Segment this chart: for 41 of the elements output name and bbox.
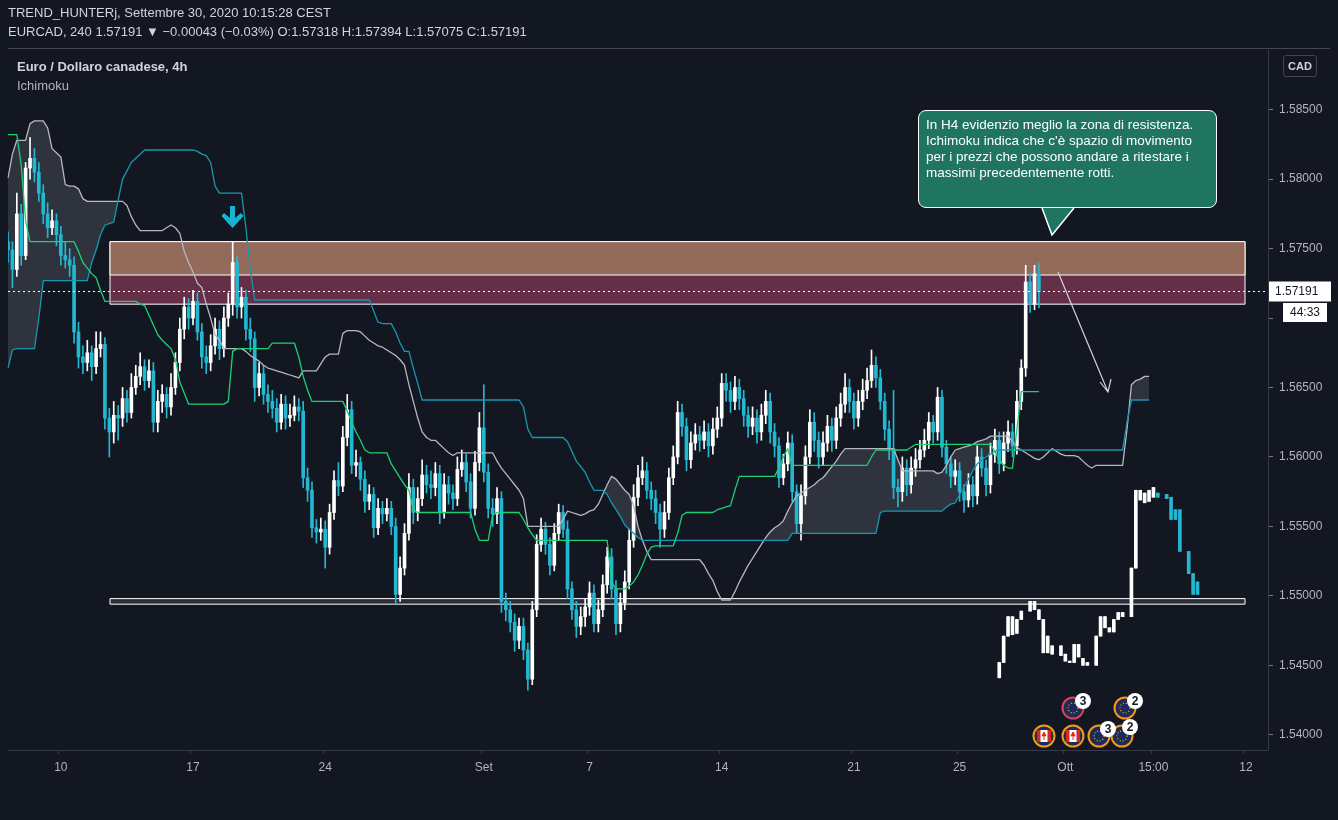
- annotation: Ichimoku: [17, 78, 70, 93]
- candlestick: [28, 137, 32, 180]
- chart-title: TREND_HUNTERj, Settembre 30, 2020 10:15:28 CEST: [8, 5, 331, 20]
- candlestick: [81, 345, 85, 374]
- x-tick-label: 7: [586, 759, 594, 774]
- x-tick-label: 15:00: [1138, 759, 1169, 774]
- candlestick: [288, 403, 292, 427]
- annotation: 3: [1075, 693, 1091, 709]
- candlestick: [953, 459, 958, 486]
- x-tick-label: 25: [952, 759, 967, 774]
- x-tick-label: 24: [318, 759, 333, 774]
- y-tick-label: 1.57500: [1279, 240, 1323, 255]
- candlestick: [451, 484, 455, 511]
- x-tick-label: 17: [186, 759, 201, 774]
- annotation: 3: [1100, 721, 1116, 737]
- y-tick-label: 1.56500: [1279, 379, 1323, 394]
- y-tick-label: 1.54000: [1279, 727, 1323, 742]
- x-tick-label: Ott: [1057, 759, 1074, 774]
- x-tick-label: Set: [474, 759, 494, 774]
- y-tick-label: 1.54500: [1279, 657, 1323, 672]
- chart-subtitle: EURCAD, 240 1.57191 ▼ −0.00043 (−0.03%) O:1.57318 H:1.57394 L:1.57075 C:1.57191: [8, 24, 527, 39]
- ref-line-label: 1.57191: [1275, 283, 1319, 298]
- x-tick-label: 14: [715, 759, 729, 774]
- candlestick: [429, 470, 433, 499]
- y-axis-title: CAD: [1283, 55, 1317, 77]
- annotation: 2: [1127, 693, 1143, 709]
- annotation: 2: [1122, 719, 1138, 735]
- x-tick-label: 12: [1239, 759, 1253, 774]
- y-tick-label: 1.58000: [1279, 171, 1323, 186]
- y-tick-label: 1.55500: [1279, 518, 1323, 533]
- y-tick-label: 1.55000: [1279, 588, 1323, 603]
- x-tick-label: 21: [847, 759, 861, 774]
- callout-box: In H4 evidenzio meglio la zona di resistenza. Ichimoku indica che c'è spazio di movimento per i prezzi che possono andare a ritestare i massimi precedentemente rotti.: [918, 110, 1217, 208]
- candlestick: [116, 405, 120, 441]
- y-tick-label: 1.56000: [1279, 449, 1323, 464]
- annotation: Euro / Dollaro canadese, 4h: [17, 59, 188, 74]
- y-tick-label: 1.58500: [1279, 102, 1323, 117]
- candlestick: [318, 517, 323, 541]
- x-tick-label: 10: [54, 759, 68, 774]
- candlestick: [354, 449, 358, 477]
- text: 44:33: [1283, 303, 1327, 322]
